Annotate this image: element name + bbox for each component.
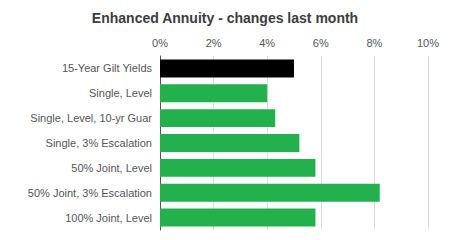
svg-text:4%: 4%: [259, 37, 275, 49]
svg-text:Single, Level, 10-yr Guar: Single, Level, 10-yr Guar: [30, 112, 152, 124]
svg-text:2%: 2%: [206, 37, 222, 49]
svg-text:8%: 8%: [366, 37, 382, 49]
svg-text:Enhanced Annuity - changes las: Enhanced Annuity - changes last month: [92, 10, 358, 26]
svg-text:Single, Level: Single, Level: [89, 87, 152, 99]
svg-text:0%: 0%: [152, 37, 168, 49]
svg-text:Single, 3% Escalation: Single, 3% Escalation: [46, 137, 152, 149]
svg-text:6%: 6%: [313, 37, 329, 49]
svg-text:100% Joint, Level: 100% Joint, Level: [65, 212, 152, 224]
svg-text:15-Year Gilt Yields: 15-Year Gilt Yields: [62, 62, 153, 74]
svg-text:10%: 10%: [417, 37, 439, 49]
svg-text:50% Joint, 3% Escalation: 50% Joint, 3% Escalation: [28, 187, 152, 199]
svg-text:50% Joint, Level: 50% Joint, Level: [71, 162, 152, 174]
